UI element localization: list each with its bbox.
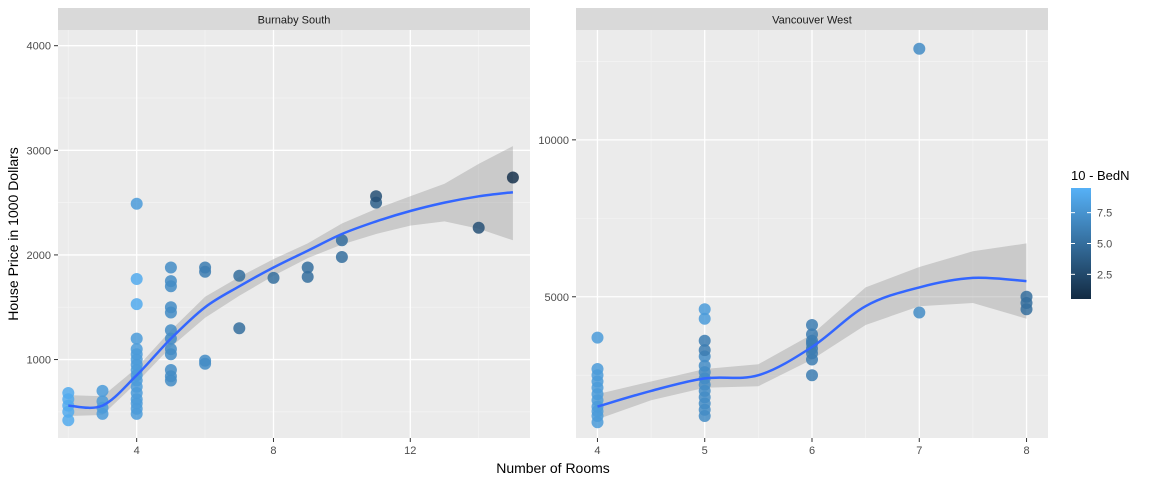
data-point — [62, 414, 75, 427]
strip-background-burnaby-south — [58, 8, 530, 30]
data-point — [370, 190, 383, 203]
data-point — [233, 269, 246, 282]
data-point — [267, 271, 280, 284]
strip-label-burnaby-south: Burnaby South — [258, 15, 331, 27]
data-points-vancouver-west — [591, 42, 1033, 429]
data-point — [506, 171, 519, 184]
data-point — [698, 312, 711, 325]
y-tick-label: 10000 — [538, 135, 569, 147]
data-point — [164, 301, 177, 314]
legend-title: 10 - BedN — [1071, 168, 1130, 183]
data-point — [130, 343, 143, 356]
y-axis-title: House Price in 1000 Dollars — [5, 147, 21, 321]
data-point — [130, 273, 143, 285]
y-tick-label: 5000 — [545, 292, 569, 304]
data-point — [164, 324, 177, 337]
y-tick-label: 4000 — [27, 41, 51, 53]
smooth-line-vancouver-west — [597, 276, 1027, 408]
data-point — [233, 322, 246, 335]
x-tick-label: 4 — [594, 445, 600, 457]
data-point — [806, 369, 818, 382]
y-tick-label: 1000 — [27, 355, 51, 367]
data-point — [806, 319, 818, 331]
data-point — [62, 387, 75, 399]
data-point — [698, 303, 711, 316]
legend-colorbar — [1071, 188, 1091, 299]
axis-ticks-vancouver-west: 4 5 6 7 8 5000 10000 — [538, 135, 1029, 457]
data-point — [806, 328, 818, 341]
data-point — [130, 298, 143, 311]
data-point — [591, 331, 604, 344]
strip-background-vancouver-west — [576, 8, 1048, 30]
legend-tick-label: 2.5 — [1097, 269, 1112, 281]
data-point — [591, 363, 604, 375]
smooth-trend-line — [68, 190, 514, 410]
data-point — [96, 384, 109, 397]
legend-tick-label: 7.5 — [1097, 208, 1112, 220]
smooth-trend-line — [597, 276, 1027, 408]
legend-ticks: 2.5 5.0 7.5 — [1071, 208, 1112, 281]
data-point — [335, 251, 348, 263]
legend-tick-label: 5.0 — [1097, 239, 1112, 251]
data-point — [164, 275, 177, 288]
data-point — [130, 197, 143, 210]
data-point — [335, 234, 348, 247]
data-point — [130, 332, 143, 345]
data-point — [164, 364, 177, 376]
data-point — [199, 261, 212, 274]
data-point — [913, 306, 926, 319]
axis-ticks-burnaby-south: 4 8 12 1000 2000 3000 4000 — [27, 41, 417, 457]
x-tick-label: 5 — [702, 445, 708, 457]
data-point — [1020, 290, 1033, 303]
x-tick-label: 12 — [404, 445, 416, 457]
strip-label-vancouver-west: Vancouver West — [772, 15, 852, 27]
data-point — [698, 344, 711, 357]
x-tick-label: 8 — [270, 445, 276, 457]
x-axis-title: Number of Rooms — [496, 460, 610, 476]
data-point — [301, 270, 314, 283]
data-point — [164, 343, 177, 356]
data-point — [913, 42, 926, 55]
data-point — [698, 359, 711, 372]
y-tick-label: 2000 — [27, 250, 51, 262]
x-tick-label: 7 — [916, 445, 922, 457]
color-legend: 10 - BedN 2.5 5.0 7.5 — [1071, 168, 1130, 299]
x-tick-label: 6 — [809, 445, 815, 457]
smooth-line-burnaby-south — [68, 190, 514, 410]
data-point — [472, 221, 485, 234]
data-point — [199, 354, 212, 367]
y-tick-label: 3000 — [27, 145, 51, 157]
data-point — [164, 261, 177, 274]
x-tick-label: 4 — [134, 445, 140, 457]
x-tick-label: 8 — [1023, 445, 1029, 457]
data-point — [301, 261, 314, 274]
data-point — [698, 334, 711, 347]
